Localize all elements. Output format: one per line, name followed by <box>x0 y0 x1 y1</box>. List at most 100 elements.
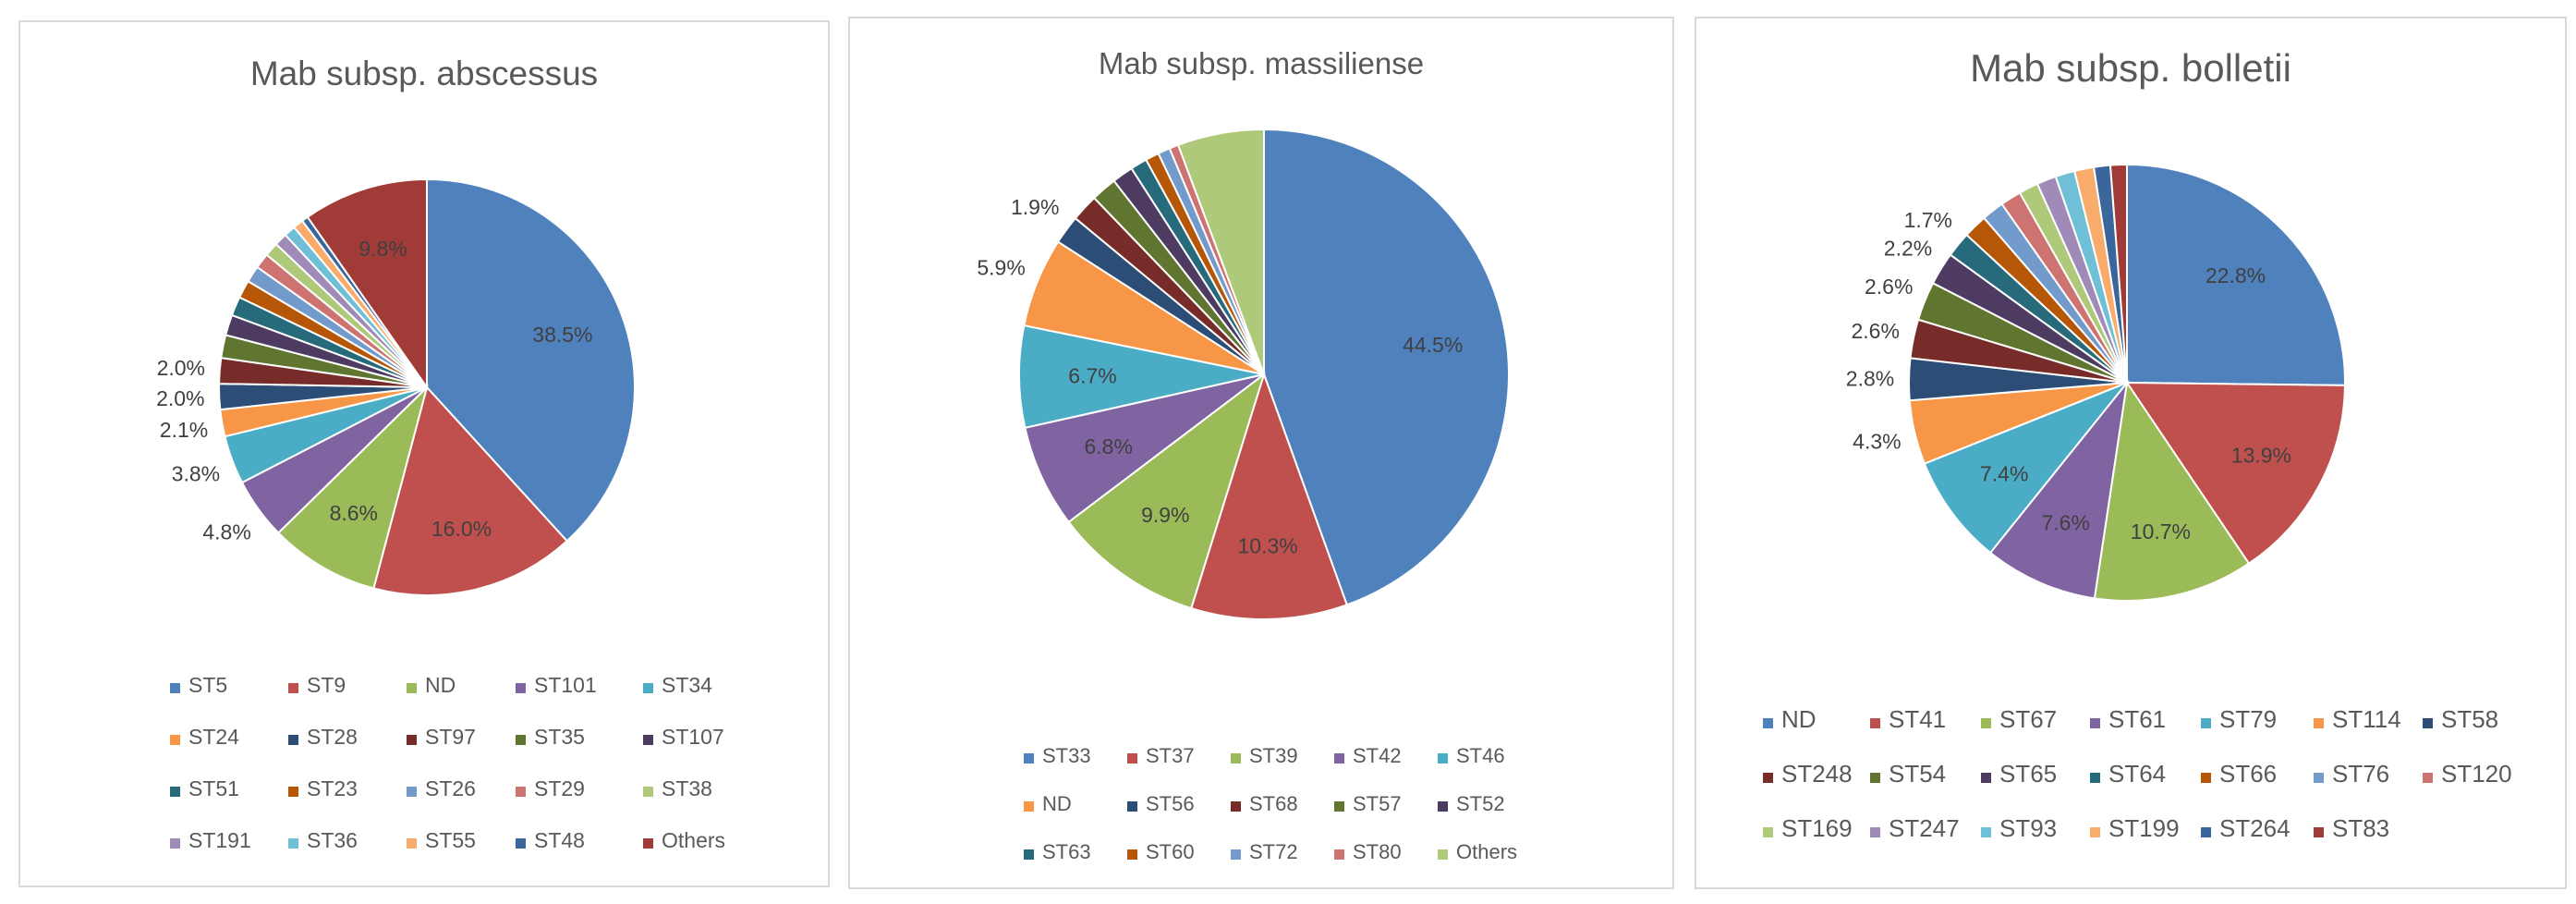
chart-title: Mab subsp. abscessus <box>250 55 598 92</box>
data-label-st97: 2.0% <box>157 356 205 380</box>
legend-swatch <box>1334 753 1344 764</box>
slice-st67 <box>2093 380 2251 602</box>
legend-swatch <box>1024 849 1034 860</box>
legend-label: ND <box>1781 705 1817 733</box>
legend-label: ST35 <box>534 725 585 749</box>
legend-entry-st36: ST36 <box>288 828 358 852</box>
legend-entry-st114: ST114 <box>2314 705 2401 733</box>
legend-entry-st29: ST29 <box>516 776 585 800</box>
legend-swatch <box>2090 827 2100 837</box>
legend-label: Others <box>1456 840 1517 863</box>
slice-st61 <box>1988 379 2129 600</box>
legend-swatch <box>1438 849 1448 860</box>
legend-swatch <box>288 735 298 745</box>
legend-label: ST68 <box>1249 792 1298 815</box>
legend-swatch <box>288 683 298 693</box>
legend-swatch <box>170 683 180 693</box>
legend-entry-st58: ST58 <box>2423 705 2498 733</box>
legend-label: ST93 <box>1999 814 2057 842</box>
slice-st41 <box>2125 381 2346 566</box>
pie-chart-massiliense: Mab subsp. massiliense 44.5% 10.3% 9.9% 6.8%… <box>977 46 1517 863</box>
legend-swatch <box>516 838 526 849</box>
legend-entry-st60: ST60 <box>1127 840 1195 863</box>
data-label-st79: 7.4% <box>1980 461 2028 485</box>
legend-swatch <box>2201 773 2211 783</box>
data-label-st42: 6.8% <box>1084 434 1132 458</box>
legend-label: ST38 <box>662 776 712 800</box>
legend-label: ST199 <box>2108 814 2180 842</box>
legend-swatch <box>1231 849 1241 860</box>
legend-label: ST76 <box>2332 760 2389 788</box>
legend-swatch <box>2314 718 2324 728</box>
legend-label: ST26 <box>425 776 476 800</box>
legend-entry-st24: ST24 <box>170 725 239 749</box>
legend-label: ST120 <box>2441 760 2512 788</box>
legend-entry-st93: ST93 <box>1981 814 2057 842</box>
legend-entry-st9: ST9 <box>288 673 346 697</box>
chart-title: Mab subsp. massiliense <box>1099 46 1424 80</box>
legend-label: ST264 <box>2219 814 2290 842</box>
legend-entry-st79: ST79 <box>2201 705 2277 733</box>
legend-entry-st83: ST83 <box>2314 814 2389 842</box>
slice-st33 <box>1263 128 1510 606</box>
legend-swatch <box>2423 773 2433 783</box>
legend-entry-st33: ST33 <box>1024 744 1091 767</box>
legend-swatch <box>516 683 526 693</box>
legend-entry-others: Others <box>643 828 725 852</box>
legend-entry-st67: ST67 <box>1981 705 2057 733</box>
legend-label: ST54 <box>1889 760 1946 788</box>
legend-swatch <box>1870 718 1880 728</box>
legend-label: ST57 <box>1353 792 1402 815</box>
legend-label: ST97 <box>425 725 476 749</box>
legend-swatch <box>2090 718 2100 728</box>
legend-entry-st39: ST39 <box>1231 744 1298 767</box>
legend-swatch <box>170 838 180 849</box>
legend-label: ST61 <box>2108 705 2166 733</box>
data-label-st33: 44.5% <box>1403 333 1463 357</box>
legend-swatch <box>1127 801 1137 812</box>
legend-label: ST169 <box>1781 814 1853 842</box>
legend-entry-st107: ST107 <box>643 725 724 749</box>
legend-swatch <box>170 735 180 745</box>
legend-swatch <box>643 787 653 797</box>
slice-st79 <box>1923 380 2131 555</box>
data-label-st101: 4.8% <box>202 519 250 544</box>
slice-st83 <box>2108 163 2128 384</box>
legend-swatch <box>2201 718 2211 728</box>
legend-entry-st191: ST191 <box>170 828 251 852</box>
legend-swatch <box>170 787 180 797</box>
data-label-st67: 10.7% <box>2131 519 2191 544</box>
data-label-st65: 2.2% <box>1884 237 1932 261</box>
legend-entry-others: Others <box>1438 840 1517 863</box>
legend-entry-st57: ST57 <box>1334 792 1402 815</box>
slice-st37 <box>1190 371 1349 620</box>
legend-entry-st76: ST76 <box>2314 760 2389 788</box>
legend-swatch <box>407 838 417 849</box>
legend-swatch <box>1127 753 1137 764</box>
legend-swatch <box>2090 773 2100 783</box>
panel-abscessus: Mab subsp. abscessus 38.5% 16.0% 8.6% 4.8% 3.… <box>18 20 830 887</box>
legend-label: ND <box>1042 792 1072 815</box>
legend-label: ST63 <box>1042 840 1091 863</box>
legend-swatch <box>1024 753 1034 764</box>
legend-swatch <box>1981 773 1991 783</box>
data-label-nd: 8.6% <box>330 501 378 525</box>
legend-entry-st42: ST42 <box>1334 744 1402 767</box>
legend-entry-st61: ST61 <box>2090 705 2166 733</box>
legend-swatch <box>516 735 526 745</box>
legend-entry-st199: ST199 <box>2090 814 2180 842</box>
panel-bolletii: Mab subsp. bolletii 22.8% 13.9% 10.7% 7.6% 7.… <box>1695 17 2567 889</box>
legend-swatch <box>2314 773 2324 783</box>
slice-st42 <box>1024 373 1265 524</box>
legend-label: ST79 <box>2219 705 2277 733</box>
data-label-st28: 2.0% <box>156 386 204 410</box>
legend-label: ST41 <box>1889 705 1946 733</box>
data-label-st39: 9.9% <box>1141 503 1189 527</box>
legend-entry-st28: ST28 <box>288 725 358 749</box>
data-label-others: 9.8% <box>358 237 407 261</box>
legend-entry-nd: ND <box>1024 792 1072 815</box>
legend-swatch <box>516 787 526 797</box>
legend-swatch <box>1231 801 1241 812</box>
legend-entry-st97: ST97 <box>407 725 476 749</box>
legend-entry-st65: ST65 <box>1981 760 2057 788</box>
